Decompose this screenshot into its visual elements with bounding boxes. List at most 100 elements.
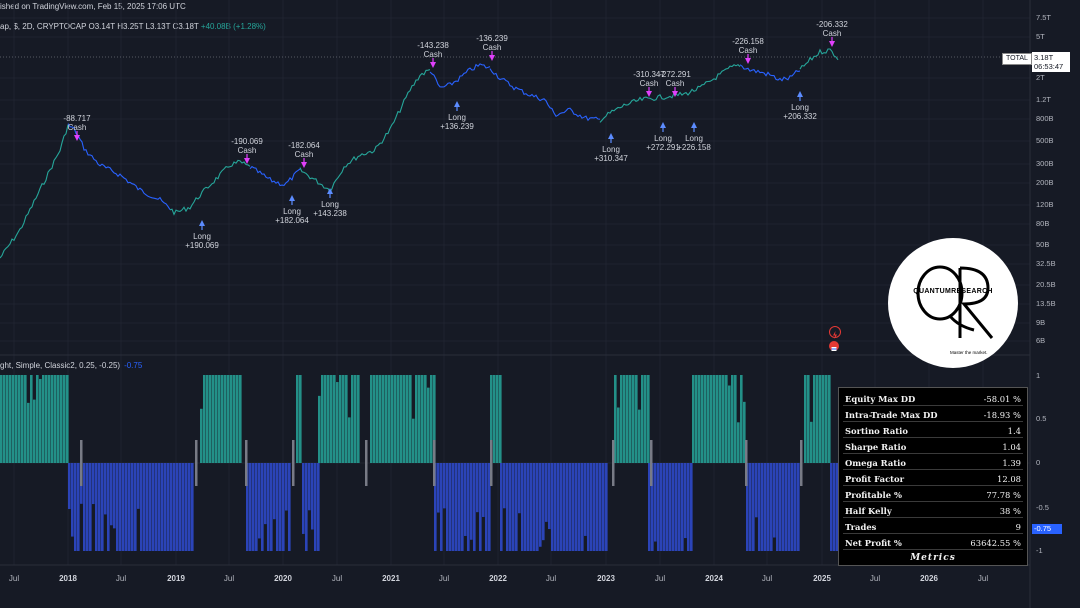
time-tick-label: 2025 [813, 574, 831, 583]
lightning-icon[interactable] [829, 326, 841, 339]
time-tick-label: 2023 [597, 574, 615, 583]
price-tick-label: 300B [1036, 159, 1054, 168]
metric-name: Profitable % [845, 490, 902, 500]
metrics-row: Equity Max DD -58.01 % [843, 391, 1023, 406]
signal-label: Long [602, 145, 620, 154]
cash-signal-label: -182.064 Cash [288, 141, 320, 159]
signal-pnl: +143.238 [313, 209, 347, 218]
cash-signal-label: -272.291 Cash [659, 70, 691, 88]
time-tick-label: Jul [654, 574, 666, 583]
metrics-row: Half Kelly 38 % [843, 503, 1023, 518]
price-tick-label: 13.5B [1036, 299, 1056, 308]
time-tick-label: Jul [438, 574, 450, 583]
cash-signal-label: -143.238 Cash [417, 41, 449, 59]
price-tick-label: 500B [1036, 136, 1054, 145]
signal-pnl: -206.332 [816, 20, 848, 29]
symbol-name: ap, $, 2D, CRYPTOCAP [0, 22, 87, 31]
signal-label: Long [448, 113, 466, 122]
signal-pnl: -272.291 [659, 70, 691, 79]
price-change: +40.08B (+1.28%) [200, 22, 266, 31]
signal-pnl: +206.332 [783, 112, 817, 121]
price-tick-label: 5T [1036, 32, 1045, 41]
flag-icon[interactable] [829, 341, 839, 351]
indicator-tick-label: -1 [1036, 546, 1043, 555]
signal-pnl: +226.158 [677, 143, 711, 152]
price-segment [299, 69, 431, 194]
time-tick-label: Jul [869, 574, 881, 583]
signal-label: Long [685, 134, 703, 143]
price-tick-label: 20.5B [1036, 280, 1056, 289]
signal-label: Cash [482, 43, 502, 52]
time-tick-label: 2024 [705, 574, 723, 583]
cash-signal-label: -88.717 Cash [63, 114, 90, 132]
published-text: ished on TradingView.com, Feb 15, 2025 1… [0, 2, 186, 11]
signal-pnl: +136.239 [440, 122, 474, 131]
metrics-table: Equity Max DD -58.01 % Intra-Trade Max DD -… [838, 387, 1028, 566]
metric-name: Omega Ratio [845, 458, 906, 468]
price-tick-label: 9B [1036, 318, 1046, 327]
signal-label: Long [193, 232, 211, 241]
price-tick-label: 50B [1036, 240, 1050, 249]
indicator-tick-label: 1 [1036, 371, 1041, 380]
price-segment [489, 68, 601, 122]
long-signal-label: Long +182.064 [275, 207, 309, 225]
time-tick-label: Jul [115, 574, 127, 583]
price-segment [169, 159, 251, 216]
metrics-row: Trades 9 [843, 519, 1023, 534]
time-tick-label: 2026 [920, 574, 938, 583]
price-segment [599, 64, 741, 123]
signal-pnl: +182.064 [275, 216, 309, 225]
long-signal-label: Long +310.347 [594, 145, 628, 163]
price-series [0, 48, 839, 259]
qr-monogram-icon [916, 265, 994, 339]
signal-label: Cash [822, 29, 842, 38]
indicator-tick-label: 0.5 [1036, 414, 1047, 423]
signal-label: Cash [67, 123, 87, 132]
long-signal-label: Long +226.158 [677, 134, 711, 152]
metrics-row: Omega Ratio 1.39 [843, 455, 1023, 470]
metrics-row: Sharpe Ratio 1.04 [843, 439, 1023, 454]
logo-tagline: Master the market. [950, 350, 988, 355]
signal-label: Long [283, 207, 301, 216]
cash-signal-label: -136.239 Cash [476, 34, 508, 52]
metric-value: 1.4 [1007, 426, 1021, 436]
signal-label: Long [791, 103, 809, 112]
price-tick-label: 800B [1036, 114, 1054, 123]
signal-label: Cash [294, 150, 314, 159]
metric-value: 9 [1015, 522, 1021, 532]
quantumresearch-logo: QUANTUMRESEARCH Master the market. [888, 238, 1018, 368]
long-signal-label: Long +136.239 [440, 113, 474, 131]
price-tick-label: 32.5B [1036, 259, 1056, 268]
signal-pnl: -226.158 [732, 37, 764, 46]
metric-name: Net Profit % [845, 538, 902, 548]
long-signal-label: Long +143.238 [313, 200, 347, 218]
metric-value: 12.08 [997, 474, 1021, 484]
price-tick-label: 120B [1036, 200, 1054, 209]
indicator-legend[interactable]: ght, Simple, Classic2, 0.25, -0.25) -0.75 [0, 361, 142, 370]
cash-signal-label: -310.347 Cash [633, 70, 665, 88]
price-segment [429, 63, 491, 88]
symbol-legend[interactable]: ap, $, 2D, CRYPTOCAP O3.14T H3.25T L3.13… [0, 22, 266, 31]
metric-value: 63642.55 % [970, 538, 1021, 548]
metric-name: Equity Max DD [845, 394, 916, 404]
indicator-value-tag: -0.75 [1032, 524, 1062, 534]
long-signal-label: Long +272.291 [646, 134, 680, 152]
total-label-tag: TOTAL [1002, 53, 1032, 65]
metric-name: Sortino Ratio [845, 426, 908, 436]
signal-pnl: -143.238 [417, 41, 449, 50]
time-tick-label: Jul [545, 574, 557, 583]
signal-pnl: -190.069 [231, 137, 263, 146]
signal-pnl: -310.347 [633, 70, 665, 79]
metric-name: Profit Factor [845, 474, 905, 484]
time-tick-label: 2020 [274, 574, 292, 583]
metric-value: 38 % [999, 506, 1021, 516]
long-signal-label: Long +190.069 [185, 232, 219, 250]
metric-value: 1.04 [1002, 442, 1021, 452]
signal-pnl: +190.069 [185, 241, 219, 250]
current-price: 3.18T [1034, 53, 1054, 62]
published-header: ished on TradingView.com, Feb 15, 2025 1… [0, 0, 1080, 14]
price-segment [0, 124, 69, 259]
trade-signals [74, 37, 835, 230]
indicator-label: ght, Simple, Classic2, 0.25, -0.25) [0, 361, 121, 370]
